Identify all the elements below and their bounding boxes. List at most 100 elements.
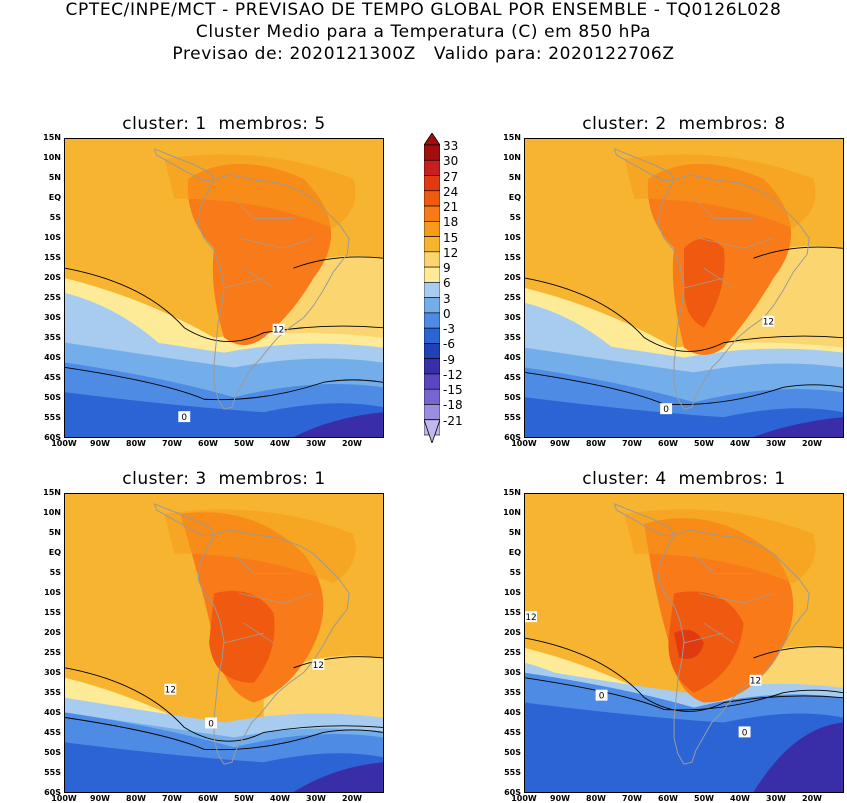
lon-tick-label: 20W xyxy=(802,794,822,803)
temperature-field-3: 12 12 0 xyxy=(65,494,383,792)
lat-tick-label: 15S xyxy=(504,608,521,617)
lat-tick-label: 35S xyxy=(44,333,61,342)
lon-tick-label: 40W xyxy=(270,794,290,803)
colorbar-swatch xyxy=(424,159,440,176)
lon-tick-label: 70W xyxy=(622,439,642,448)
field-cold-patch xyxy=(293,762,383,792)
colorbar-swatch xyxy=(424,282,440,298)
map-panel-3: 12 12 0 xyxy=(64,493,384,793)
contour-12 xyxy=(525,637,843,712)
lat-tick-label: 10S xyxy=(44,588,61,597)
lat-tick-label: 5N xyxy=(48,173,61,182)
contour-0 xyxy=(65,717,383,751)
colorbar-swatch xyxy=(424,205,440,222)
colorbar-label: 30 xyxy=(443,154,459,169)
lat-tick-label: 5S xyxy=(509,213,521,222)
lon-tick-label: 30W xyxy=(306,439,326,448)
colorbar-swatch xyxy=(424,175,440,192)
contour-label-box xyxy=(738,726,751,738)
field-cold-patch xyxy=(293,412,383,437)
colorbar-label: -21 xyxy=(443,413,463,428)
field-warm-north xyxy=(164,509,356,584)
lat-tick-label: 35S xyxy=(44,688,61,697)
colorbar-swatch xyxy=(424,327,440,344)
contour-label: 12 xyxy=(750,677,761,687)
contour-0 xyxy=(65,367,383,401)
colorbar xyxy=(424,133,440,443)
lat-tick-label: 30S xyxy=(504,313,521,322)
figure-subtitle: Cluster Medio para a Temperatura (C) em … xyxy=(195,22,652,42)
map-panel-1: 12 0 xyxy=(64,138,384,438)
lat-tick-label: 60S xyxy=(44,788,61,797)
colorbar-label: 3 xyxy=(443,291,451,306)
colorbar-label: 18 xyxy=(443,215,459,230)
contour-label-box xyxy=(272,323,285,335)
lat-tick-label: 25S xyxy=(504,648,521,657)
colorbar-label: -18 xyxy=(443,398,463,413)
colorbar-swatch xyxy=(424,221,440,237)
lon-tick-label: 100W xyxy=(51,439,77,448)
lat-tick-label: 10N xyxy=(43,508,61,517)
coastline-central-america xyxy=(153,503,215,537)
colorbar-label: -9 xyxy=(443,352,455,367)
contour-label-box xyxy=(762,315,775,327)
colorbar-swatch xyxy=(424,404,440,421)
temperature-field-4: 12 12 0 0 xyxy=(525,494,843,792)
lat-tick-label: 35S xyxy=(504,688,521,697)
colorbar-label: 21 xyxy=(443,200,459,215)
panel-title-3: cluster: 3 membros: 1 xyxy=(122,469,326,489)
lat-tick-label: EQ xyxy=(48,193,61,202)
lat-tick-label: 55S xyxy=(504,413,521,422)
colorbar-swatch xyxy=(424,144,440,161)
lon-tick-label: 30W xyxy=(766,794,786,803)
field-minus3-band xyxy=(525,397,843,437)
field-minus3-band xyxy=(525,702,843,792)
lat-tick-label: 40S xyxy=(504,708,521,717)
colorbar-arrow-bottom xyxy=(424,419,440,443)
lat-tick-label: 30S xyxy=(504,668,521,677)
lon-tick-label: 30W xyxy=(306,794,326,803)
coastline-central-america xyxy=(613,148,675,182)
lat-tick-label: 50S xyxy=(504,393,521,402)
contour-label-box xyxy=(660,403,673,415)
contour-label: 0 xyxy=(181,413,187,423)
contour-12 xyxy=(65,667,383,742)
coastline-south-america xyxy=(197,529,350,765)
colorbar-label: 6 xyxy=(443,276,451,291)
contour-label: 12 xyxy=(313,661,324,671)
colorbar-arrow-top xyxy=(424,133,440,146)
lat-tick-label: 5N xyxy=(508,173,521,182)
lat-tick-label: 10S xyxy=(504,588,521,597)
colorbar-label: 9 xyxy=(443,261,451,276)
country-borders xyxy=(223,553,314,644)
colorbar-swatch xyxy=(424,236,440,253)
colorbar-swatch xyxy=(424,190,440,207)
lon-tick-label: 90W xyxy=(550,439,570,448)
coastline-south-america xyxy=(657,174,810,410)
lat-tick-label: 50S xyxy=(504,748,521,757)
contour-12-east xyxy=(753,246,843,259)
colorbar-label: -15 xyxy=(443,383,463,398)
colorbar-swatch xyxy=(424,373,440,390)
lon-tick-label: 60W xyxy=(198,439,218,448)
lat-tick-label: 5S xyxy=(49,213,61,222)
map-panel-4: 12 12 0 0 xyxy=(524,493,844,793)
contour-12 xyxy=(65,267,383,342)
lat-tick-label: 10S xyxy=(504,233,521,242)
lat-tick-label: 20S xyxy=(504,628,521,637)
colorbar-label: 15 xyxy=(443,230,459,245)
lon-tick-label: 20W xyxy=(342,794,362,803)
lat-tick-label: 60S xyxy=(504,433,521,442)
lat-tick-label: 35S xyxy=(504,333,521,342)
lat-tick-label: EQ xyxy=(48,548,61,557)
coastline-south-america xyxy=(197,174,350,410)
lat-tick-label: 25S xyxy=(44,648,61,657)
lat-tick-label: 30S xyxy=(44,668,61,677)
contour-label: 0 xyxy=(599,692,605,702)
lon-tick-label: 40W xyxy=(270,439,290,448)
lat-tick-label: 5N xyxy=(508,528,521,537)
lon-tick-label: 100W xyxy=(511,794,537,803)
coastline-central-america xyxy=(153,148,215,182)
contour-label: 12 xyxy=(165,686,176,696)
colorbar-swatch xyxy=(424,312,440,329)
